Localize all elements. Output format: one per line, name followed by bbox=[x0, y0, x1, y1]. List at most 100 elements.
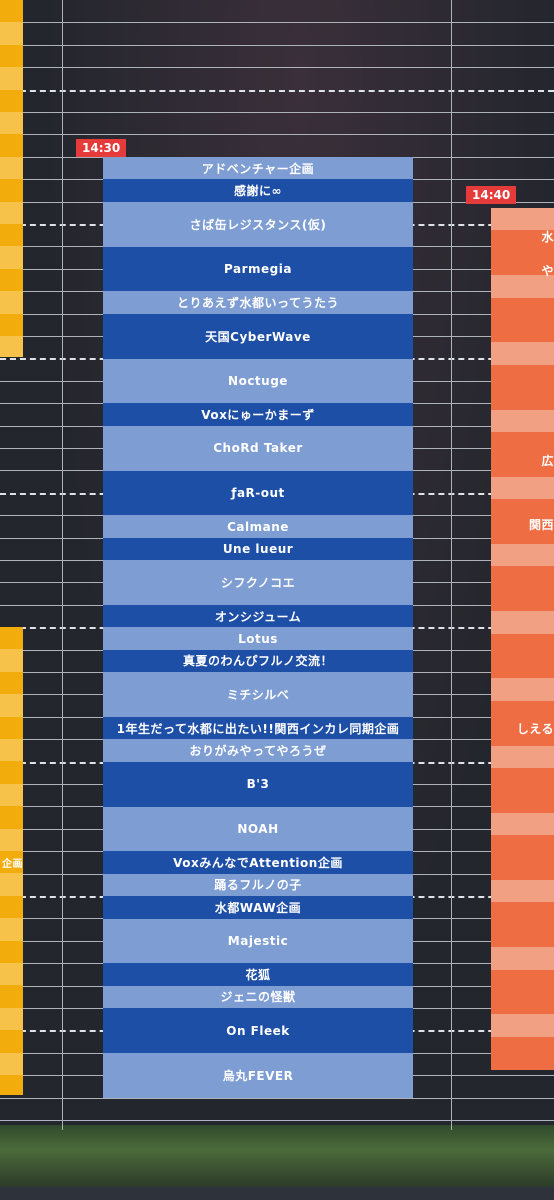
right-block bbox=[491, 387, 554, 410]
time-badge: 14:40 bbox=[466, 186, 517, 204]
left-block bbox=[0, 918, 23, 941]
left-block bbox=[0, 22, 23, 45]
act-block: Noctuge bbox=[103, 358, 413, 404]
act-block: Majestic bbox=[103, 918, 413, 964]
left-block bbox=[0, 224, 23, 247]
left-block bbox=[0, 156, 23, 180]
right-label: や bbox=[541, 263, 554, 278]
right-label: 水 bbox=[541, 229, 554, 244]
act-block: 天国CyberWave bbox=[103, 313, 413, 359]
right-block bbox=[491, 1036, 554, 1060]
left-block bbox=[0, 1007, 23, 1031]
act-block: Lotus bbox=[103, 627, 413, 650]
right-block bbox=[491, 342, 554, 365]
right-block bbox=[491, 902, 554, 925]
left-block bbox=[0, 246, 23, 269]
left-block bbox=[0, 1075, 23, 1095]
act-block: Parmegia bbox=[103, 246, 413, 292]
right-block bbox=[491, 857, 554, 880]
crowd-photo bbox=[0, 1125, 554, 1187]
left-block bbox=[0, 940, 23, 963]
time-badge: 14:30 bbox=[76, 139, 127, 157]
act-block: シフクノコエ bbox=[103, 560, 413, 605]
act-block: On Fleek bbox=[103, 1008, 413, 1053]
grid-line bbox=[0, 112, 554, 113]
grid-line bbox=[0, 1097, 554, 1099]
left-block bbox=[0, 694, 23, 717]
left-block bbox=[0, 761, 23, 784]
act-block: 踊るフルノの子 bbox=[103, 873, 413, 897]
act-block: Une lueur bbox=[103, 537, 413, 561]
right-block bbox=[491, 476, 554, 500]
left-block bbox=[0, 806, 23, 829]
right-block bbox=[491, 499, 554, 522]
right-block bbox=[491, 947, 554, 970]
left-block bbox=[0, 291, 23, 314]
grid-line bbox=[0, 89, 554, 92]
grid-line bbox=[0, 67, 554, 69]
right-label: 関西 bbox=[528, 517, 554, 532]
left-block bbox=[0, 716, 23, 739]
grid-line bbox=[0, 1120, 554, 1121]
right-block bbox=[491, 678, 554, 701]
left-block bbox=[0, 89, 23, 112]
right-block bbox=[491, 992, 554, 1015]
left-block bbox=[0, 1030, 23, 1053]
right-block bbox=[491, 1014, 554, 1037]
right-block bbox=[491, 297, 554, 320]
act-block: NOAH bbox=[103, 806, 413, 852]
grid-line bbox=[451, 0, 452, 1130]
right-block bbox=[491, 790, 554, 813]
right-block bbox=[491, 409, 554, 432]
left-block bbox=[0, 0, 23, 23]
left-block bbox=[0, 873, 23, 896]
right-block bbox=[491, 812, 554, 836]
right-block bbox=[491, 230, 554, 253]
act-block: とりあえず水都いってうたう bbox=[103, 291, 413, 314]
left-block bbox=[0, 179, 23, 202]
left-block bbox=[0, 985, 23, 1008]
right-label: しえる bbox=[516, 721, 554, 736]
act-block: ミチシルベ bbox=[103, 672, 413, 717]
right-block bbox=[491, 656, 554, 679]
left-block bbox=[0, 313, 23, 336]
right-block bbox=[491, 633, 554, 656]
right-block bbox=[491, 566, 554, 589]
grid-line bbox=[0, 134, 554, 136]
right-block bbox=[491, 723, 554, 746]
left-block bbox=[0, 44, 23, 68]
grid-line bbox=[0, 44, 554, 46]
act-block: ChoRd Taker bbox=[103, 425, 413, 471]
left-block bbox=[0, 112, 23, 135]
right-block bbox=[491, 768, 554, 791]
right-block bbox=[491, 252, 554, 276]
act-block: 感謝に∞ bbox=[103, 179, 413, 202]
right-block bbox=[491, 880, 554, 903]
left-block bbox=[0, 783, 23, 807]
right-block bbox=[491, 432, 554, 455]
right-block bbox=[491, 700, 554, 724]
left-block bbox=[0, 627, 23, 650]
act-block: Calmane bbox=[103, 515, 413, 538]
right-block bbox=[491, 611, 554, 634]
left-block bbox=[0, 336, 23, 357]
right-block bbox=[491, 208, 554, 231]
right-block bbox=[491, 544, 554, 567]
act-block: おりがみやってやろうぜ bbox=[103, 739, 413, 762]
act-block: 真夏のわんぴフルノ交流！ bbox=[103, 649, 413, 673]
left-block bbox=[0, 134, 23, 157]
act-block: ƒaR-out bbox=[103, 470, 413, 516]
right-block bbox=[491, 275, 554, 298]
bottom-bar bbox=[0, 1187, 554, 1200]
right-label: 広 bbox=[541, 453, 554, 468]
act-block: 花狐 bbox=[103, 963, 413, 986]
right-block bbox=[491, 835, 554, 858]
left-block bbox=[0, 851, 23, 874]
right-block bbox=[491, 364, 554, 388]
left-block bbox=[0, 895, 23, 919]
right-block bbox=[491, 588, 554, 612]
act-block: 烏丸FEVER bbox=[103, 1053, 413, 1098]
left-block bbox=[0, 671, 23, 695]
act-block: Voxにゅーかまーず bbox=[103, 403, 413, 426]
